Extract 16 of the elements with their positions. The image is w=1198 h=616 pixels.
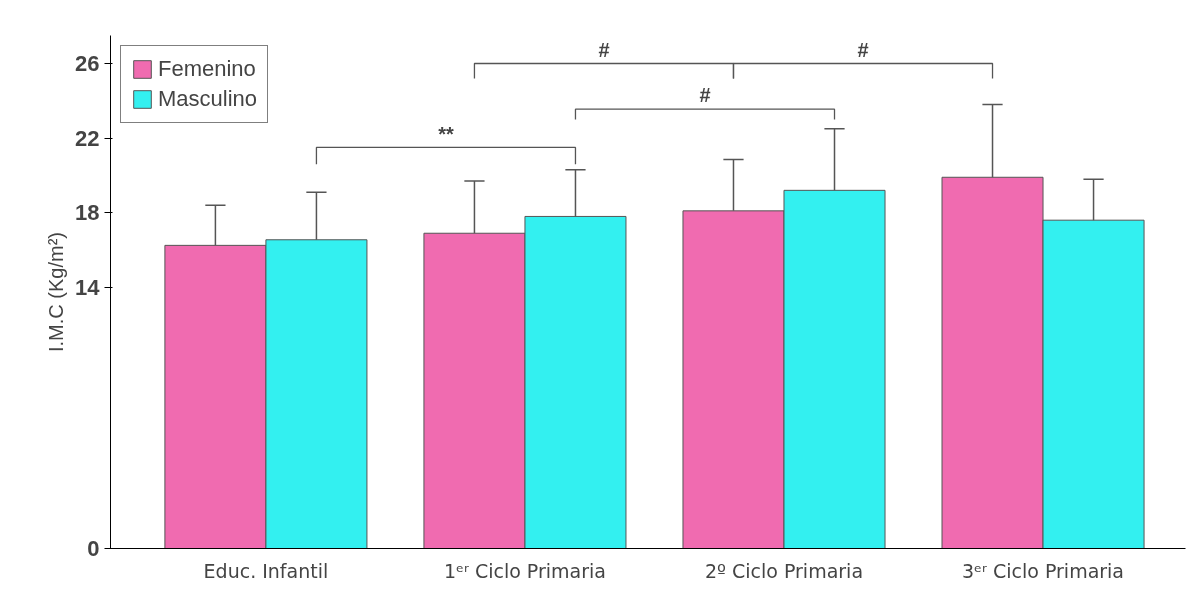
y-tick-label: 18	[75, 200, 100, 226]
y-tick-label: 14	[75, 274, 101, 300]
x-tick-label: 1ᵉʳ Ciclo Primaria	[443, 559, 606, 582]
x-tick-label: Educ. Infantil	[203, 559, 329, 582]
y-tick-label: 0	[87, 536, 100, 561]
y-tick-label: 26	[75, 50, 100, 76]
x-tick-label: 3ᵉʳ Ciclo Primaria	[962, 559, 1125, 582]
y-axis-title: I.M.C (Kg/m²)	[45, 232, 68, 352]
legend-label: Femenino	[158, 56, 256, 82]
annotation: #	[598, 38, 610, 61]
annotation: #	[699, 84, 711, 107]
annotation: #	[857, 38, 869, 61]
annotation: **	[438, 122, 454, 145]
x-tick-label: 2º Ciclo Primaria	[704, 559, 864, 582]
legend-label: Masculino	[158, 86, 258, 112]
y-tick-label: 22	[75, 125, 100, 151]
